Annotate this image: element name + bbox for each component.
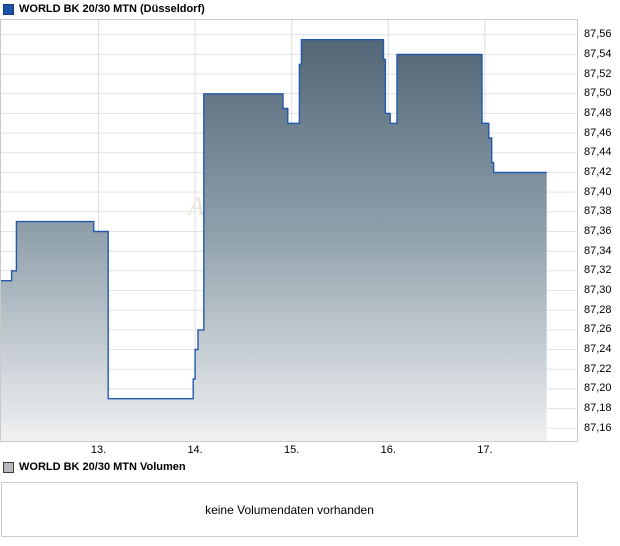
y-axis-label: 87,38 <box>584 205 612 218</box>
y-axis-label: 87,30 <box>584 284 612 296</box>
price-chart-plot[interactable]: A <box>0 19 578 442</box>
y-axis-label: 87,56 <box>584 28 612 41</box>
y-axis-label: 87,24 <box>584 343 612 356</box>
y-axis-label: 87,52 <box>584 67 612 80</box>
price-chart-header: WORLD BK 20/30 MTN (Düsseldorf) <box>3 3 205 15</box>
chart-title: WORLD BK 20/30 MTN (Düsseldorf) <box>19 3 205 15</box>
plot-border <box>0 19 578 442</box>
y-axis-label: 87,34 <box>584 244 612 257</box>
volume-panel-title: WORLD BK 20/30 MTN Volumen <box>19 461 186 473</box>
y-axis-label: 87,48 <box>584 106 612 119</box>
x-axis-label: 17. <box>477 444 493 456</box>
y-axis-label: 87,46 <box>584 126 612 139</box>
x-axis-label: 15. <box>284 444 300 456</box>
y-axis-label: 87,54 <box>584 47 612 60</box>
x-axis-label: 13. <box>90 444 107 456</box>
y-axis-label: 87,50 <box>584 87 612 100</box>
y-axis-label: 87,40 <box>584 185 612 198</box>
x-axis-label: 16. <box>380 444 396 456</box>
y-axis-label: 87,28 <box>584 303 612 316</box>
y-axis-label: 87,44 <box>584 146 612 159</box>
y-axis-label: 87,26 <box>584 323 612 336</box>
x-axis-label: 14. <box>187 444 203 456</box>
volume-series-legend-icon <box>3 461 14 473</box>
y-axis-label: 87,18 <box>584 402 612 415</box>
price-step-line <box>0 39 547 400</box>
watermark: A <box>186 191 205 221</box>
y-axis-label: 87,16 <box>584 421 612 434</box>
no-volume-data-message: keine Volumendaten vorhanden <box>205 502 374 517</box>
y-axis-label: 87,36 <box>584 224 612 237</box>
y-axis-label: 87,20 <box>584 382 612 395</box>
volume-panel-header: WORLD BK 20/30 MTN Volumen <box>3 461 186 473</box>
price-series-legend-icon <box>3 3 14 15</box>
volume-panel: keine Volumendaten vorhanden <box>1 482 578 537</box>
y-axis-label: 87,22 <box>584 362 612 375</box>
price-area-fill <box>0 39 547 442</box>
y-axis-label: 87,32 <box>584 264 612 277</box>
y-axis-label: 87,42 <box>584 165 612 178</box>
